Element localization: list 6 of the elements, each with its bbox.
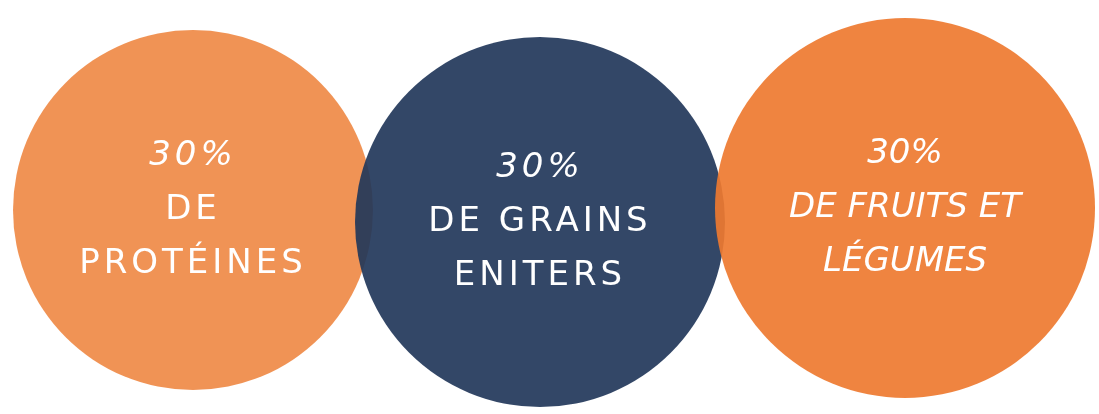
category-label: DE GRAINS ENITERS — [428, 198, 652, 293]
data-label: 30% — [496, 144, 584, 185]
data-label: 30% — [149, 132, 237, 173]
category-label: DE FRUITS ET LÉGUMES — [789, 184, 1024, 279]
data-label: 30% — [867, 130, 943, 171]
category-label: DE PROTÉINES — [79, 186, 307, 281]
